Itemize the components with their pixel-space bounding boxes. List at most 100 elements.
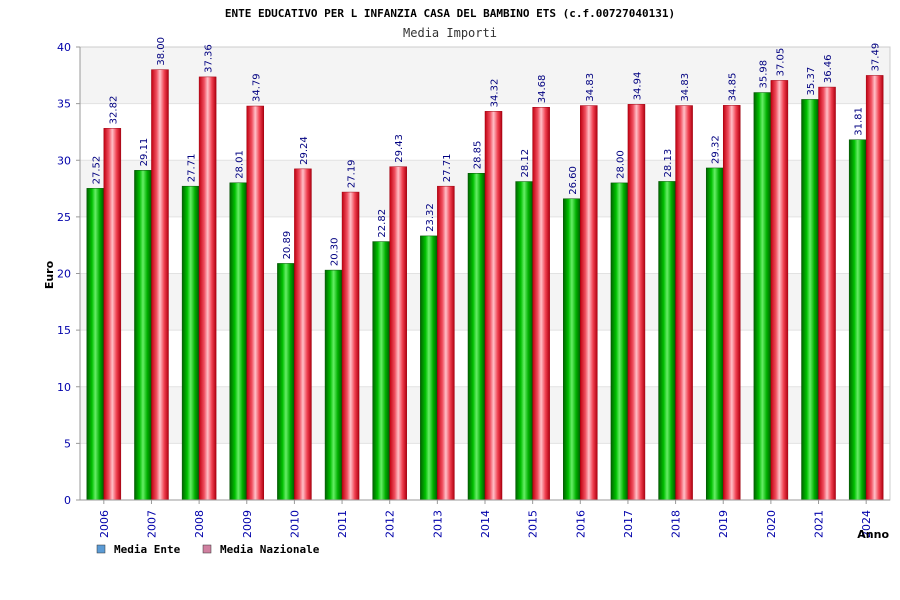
- data-label: 27.71: [187, 154, 198, 183]
- y-tick-label: 35: [57, 98, 71, 111]
- data-label: 32.82: [108, 96, 119, 125]
- bar-media-nazionale: [484, 111, 503, 501]
- x-axis: 2006 2007 2008 2009 2010 2011 2012 2013 2014 2015…: [80, 499, 890, 538]
- bar-media-nazionale: [341, 191, 360, 501]
- y-tick-label: 20: [57, 268, 71, 281]
- x-axis-label: Anno: [857, 528, 889, 541]
- data-label: 28.00: [615, 150, 626, 179]
- data-label: 29.43: [394, 134, 405, 163]
- data-label: 37.36: [204, 44, 215, 73]
- x-tick-label: 2009: [241, 510, 254, 538]
- x-tick-label: 2017: [622, 510, 635, 538]
- data-label: 37.49: [871, 43, 882, 72]
- data-label: 38.00: [156, 37, 167, 66]
- x-tick-label: 2012: [384, 510, 397, 538]
- bar-media-ente: [181, 185, 200, 501]
- bar-media-ente: [753, 92, 772, 501]
- bar-media-ente: [229, 182, 248, 501]
- bar-media-nazionale: [294, 168, 312, 501]
- x-tick-label: 2011: [336, 510, 349, 538]
- bar-media-ente: [705, 167, 724, 501]
- data-label: 37.05: [775, 48, 786, 77]
- bar-media-nazionale: [580, 105, 598, 501]
- x-tick-label: 2015: [527, 510, 540, 538]
- bar-media-ente: [277, 263, 295, 501]
- y-tick-label: 25: [57, 211, 71, 224]
- data-label: 34.85: [728, 73, 739, 102]
- x-tick-label: 2024: [860, 510, 873, 538]
- data-label: 22.82: [377, 209, 388, 238]
- y-tick-label: 30: [57, 154, 71, 167]
- legend: Media Ente Media Nazionale: [96, 543, 320, 556]
- x-tick-label: 2016: [574, 510, 587, 538]
- data-label: 34.79: [251, 73, 262, 102]
- bar-media-nazionale: [675, 105, 693, 501]
- bar-media-ente: [610, 182, 629, 501]
- data-label: 20.89: [282, 231, 293, 260]
- chart-subtitle: Media Importi: [403, 26, 497, 40]
- x-tick-label: 2006: [98, 510, 111, 538]
- data-label: 31.81: [854, 107, 865, 136]
- data-label: 35.98: [758, 60, 769, 89]
- bar-media-ente: [801, 99, 819, 501]
- bars: 27.52 32.82 29.11 38.00 27.71 37.36 28.01 34.79…: [86, 37, 884, 501]
- data-label: 29.11: [139, 138, 150, 167]
- bar-media-ente: [658, 181, 676, 501]
- bar-media-nazionale: [198, 76, 217, 501]
- bar-media-nazionale: [770, 80, 789, 501]
- data-label: 34.68: [537, 75, 548, 104]
- data-label: 23.32: [425, 203, 436, 232]
- data-label: 34.83: [680, 73, 691, 102]
- bar-media-nazionale: [627, 104, 646, 501]
- x-tick-label: 2014: [479, 510, 492, 538]
- y-axis: 0 5 10 15 20 25 30 35 40: [57, 41, 81, 507]
- legend-swatch-media-ente: [96, 544, 106, 554]
- data-label: 20.30: [330, 237, 341, 266]
- bar-media-nazionale: [437, 185, 455, 501]
- bar-media-ente: [467, 173, 486, 501]
- data-label: 29.32: [711, 135, 722, 164]
- chart-title: ENTE EDUCATIVO PER L INFANZIA CASA DEL B…: [225, 7, 675, 20]
- data-label: 35.37: [806, 67, 817, 96]
- legend-label-media-nazionale: Media Nazionale: [220, 543, 320, 556]
- data-label: 28.85: [473, 141, 484, 170]
- x-tick-label: 2008: [193, 510, 206, 538]
- bar-media-ente: [848, 139, 867, 501]
- data-label: 34.32: [490, 79, 501, 108]
- data-label: 27.71: [442, 154, 453, 183]
- data-label: 28.01: [234, 150, 245, 179]
- bar-media-ente: [134, 170, 152, 501]
- y-tick-label: 10: [57, 381, 71, 394]
- bar-media-nazionale: [865, 75, 884, 501]
- bar-media-nazionale: [389, 166, 407, 501]
- bar-media-nazionale: [818, 86, 836, 501]
- bar-media-nazionale: [532, 106, 550, 501]
- bar-media-ente: [86, 188, 105, 501]
- legend-label-media-ente: Media Ente: [114, 543, 181, 556]
- data-label: 36.46: [823, 54, 834, 83]
- bar-media-nazionale: [151, 69, 169, 501]
- x-tick-label: 2021: [813, 510, 826, 538]
- x-tick-label: 2018: [670, 510, 683, 538]
- bar-media-ente: [372, 241, 390, 501]
- y-tick-label: 15: [57, 324, 71, 337]
- data-label: 28.12: [520, 149, 531, 178]
- y-tick-label: 40: [57, 41, 71, 54]
- data-label: 34.94: [632, 72, 643, 101]
- data-label: 34.83: [585, 73, 596, 102]
- data-label: 26.60: [568, 166, 579, 195]
- data-label: 27.19: [347, 159, 358, 188]
- x-tick-label: 2010: [288, 510, 301, 538]
- bar-media-ente: [420, 235, 438, 501]
- x-tick-label: 2007: [145, 510, 158, 538]
- bar-media-ente: [515, 181, 533, 501]
- x-tick-label: 2013: [431, 510, 444, 538]
- bar-media-nazionale: [722, 105, 741, 501]
- y-tick-label: 0: [64, 494, 71, 507]
- x-tick-label: 2020: [765, 510, 778, 538]
- data-label: 28.13: [663, 149, 674, 178]
- bar-media-nazionale: [103, 128, 122, 501]
- bar-media-ente: [563, 198, 581, 501]
- x-tick-label: 2019: [717, 510, 730, 538]
